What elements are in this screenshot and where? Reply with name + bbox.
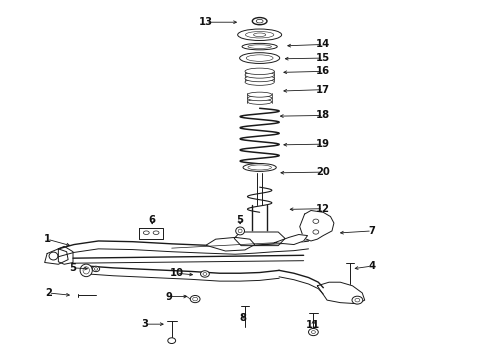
Ellipse shape	[236, 227, 245, 235]
Ellipse shape	[245, 75, 274, 82]
Ellipse shape	[312, 330, 316, 333]
Polygon shape	[58, 246, 73, 264]
Polygon shape	[300, 211, 334, 241]
Text: 3: 3	[142, 319, 148, 329]
Text: 12: 12	[316, 204, 330, 214]
Text: 8: 8	[239, 313, 246, 323]
Text: 16: 16	[316, 66, 330, 76]
Text: 17: 17	[316, 85, 330, 95]
Ellipse shape	[193, 297, 197, 301]
Ellipse shape	[352, 296, 363, 304]
Text: 6: 6	[148, 215, 156, 225]
Text: 11: 11	[306, 320, 320, 330]
Polygon shape	[234, 232, 285, 246]
Ellipse shape	[243, 163, 276, 171]
Ellipse shape	[246, 55, 273, 61]
Polygon shape	[318, 282, 365, 304]
Ellipse shape	[256, 19, 263, 23]
Text: 13: 13	[199, 17, 213, 27]
Ellipse shape	[355, 298, 360, 302]
Text: 2: 2	[45, 288, 52, 298]
Text: 18: 18	[316, 111, 330, 121]
Ellipse shape	[245, 68, 274, 75]
Ellipse shape	[253, 33, 266, 37]
Ellipse shape	[242, 43, 277, 50]
Ellipse shape	[248, 165, 271, 170]
Ellipse shape	[240, 53, 280, 63]
Ellipse shape	[168, 338, 175, 343]
Ellipse shape	[252, 18, 267, 25]
Polygon shape	[206, 237, 255, 251]
Polygon shape	[274, 234, 308, 244]
Ellipse shape	[49, 252, 58, 260]
Text: 19: 19	[316, 139, 330, 149]
Ellipse shape	[238, 229, 242, 233]
Text: 5: 5	[237, 215, 244, 225]
Ellipse shape	[83, 267, 89, 274]
Polygon shape	[139, 228, 163, 239]
Ellipse shape	[247, 99, 272, 104]
Ellipse shape	[200, 271, 209, 277]
Ellipse shape	[92, 266, 99, 272]
Text: 1: 1	[44, 234, 50, 244]
Ellipse shape	[245, 32, 274, 38]
Ellipse shape	[309, 328, 318, 336]
Ellipse shape	[245, 79, 274, 85]
Ellipse shape	[190, 296, 200, 303]
Text: 15: 15	[316, 53, 330, 63]
Ellipse shape	[313, 219, 319, 224]
Ellipse shape	[313, 230, 319, 234]
Ellipse shape	[248, 45, 271, 48]
Ellipse shape	[80, 264, 92, 276]
Ellipse shape	[245, 72, 274, 78]
Ellipse shape	[153, 231, 159, 234]
Text: 5: 5	[70, 263, 76, 273]
Ellipse shape	[203, 273, 207, 275]
Text: 7: 7	[368, 226, 375, 236]
Polygon shape	[45, 249, 68, 264]
Text: 9: 9	[166, 292, 172, 302]
Text: 4: 4	[368, 261, 376, 271]
Ellipse shape	[238, 29, 282, 41]
Ellipse shape	[247, 92, 272, 97]
Text: 10: 10	[170, 268, 184, 278]
Ellipse shape	[247, 96, 272, 101]
Ellipse shape	[144, 231, 149, 234]
Text: 20: 20	[317, 167, 330, 177]
Ellipse shape	[94, 268, 98, 270]
Text: 14: 14	[316, 40, 330, 49]
